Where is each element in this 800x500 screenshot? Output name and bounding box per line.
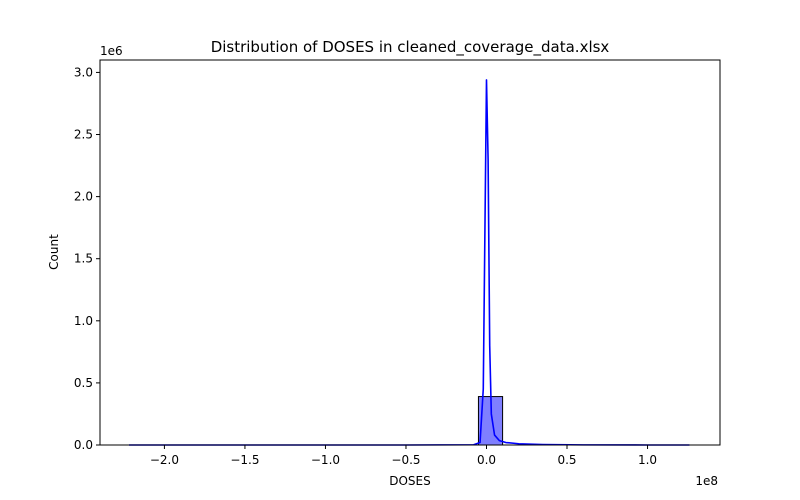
y-tick-label: 1.5: [74, 252, 93, 266]
x-tick-label: −1.5: [230, 453, 259, 467]
x-offset-label: 1e8: [695, 474, 718, 488]
y-tick-label: 3.0: [74, 65, 93, 79]
y-tick-label: 0.5: [74, 376, 93, 390]
x-tick-label: −1.0: [311, 453, 340, 467]
y-tick-label: 0.0: [74, 438, 93, 452]
chart-title: Distribution of DOSES in cleaned_coverag…: [211, 38, 610, 57]
plot-area: [128, 79, 690, 446]
x-axis-label: DOSES: [389, 474, 431, 488]
y-offset-label: 1e6: [100, 44, 123, 58]
x-tick-label: −0.5: [391, 453, 420, 467]
plot-frame: [99, 59, 721, 446]
y-tick-label: 2.5: [74, 128, 93, 142]
x-tick-label: 0.0: [477, 453, 496, 467]
y-tick-label: 2.0: [74, 190, 93, 204]
x-tick-label: 0.5: [557, 453, 576, 467]
kde-line: [128, 79, 690, 446]
x-tick-label: −2.0: [150, 453, 179, 467]
y-tick-label: 1.0: [74, 314, 93, 328]
x-tick-label: 1.0: [638, 453, 657, 467]
y-axis-label: Count: [47, 234, 61, 270]
